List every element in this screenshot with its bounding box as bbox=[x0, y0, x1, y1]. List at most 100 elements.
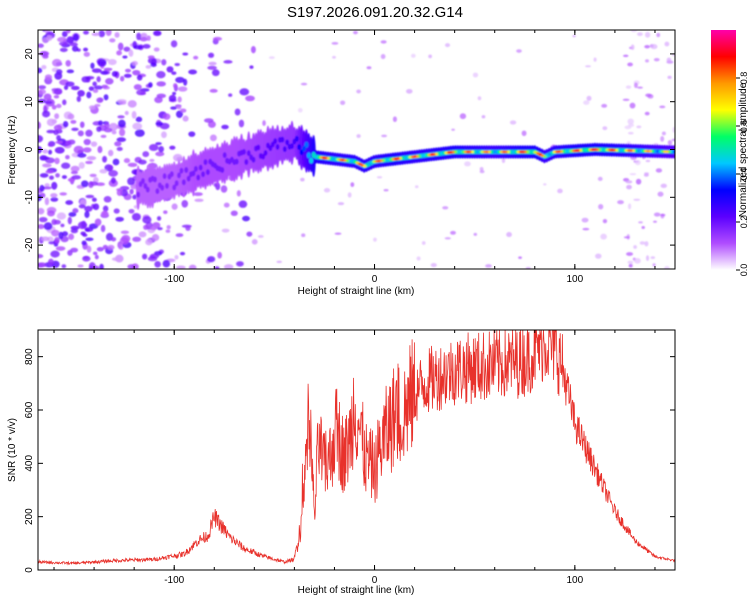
speckle bbox=[102, 210, 108, 217]
speckle bbox=[156, 71, 166, 79]
speckle bbox=[246, 231, 253, 237]
speckle bbox=[598, 203, 604, 210]
speckle bbox=[78, 162, 85, 169]
speckle bbox=[39, 50, 50, 57]
speckle bbox=[666, 57, 672, 63]
speckle bbox=[602, 219, 608, 224]
ridge-band bbox=[196, 174, 201, 181]
speckle bbox=[61, 30, 68, 38]
speckle bbox=[53, 87, 63, 95]
speckle bbox=[472, 72, 479, 78]
speckle bbox=[50, 193, 58, 198]
ridge-band bbox=[282, 146, 287, 153]
speckle bbox=[653, 57, 660, 62]
speckle bbox=[381, 134, 388, 138]
speckle bbox=[56, 212, 67, 220]
speckle bbox=[60, 223, 65, 228]
speckle bbox=[479, 167, 484, 171]
speckle bbox=[481, 115, 486, 119]
ridge-band bbox=[309, 157, 314, 164]
speckle bbox=[652, 263, 656, 267]
speckle bbox=[203, 118, 214, 123]
colorbar-tick-label: 0.0 bbox=[739, 264, 749, 277]
speckle bbox=[132, 236, 142, 242]
speckle bbox=[595, 253, 602, 259]
speckle bbox=[61, 231, 69, 237]
ridge-band bbox=[184, 166, 189, 173]
snr-axes: -100 0 100 0 200 400 600 800 bbox=[24, 330, 675, 586]
speckle bbox=[236, 261, 244, 267]
speckle bbox=[66, 36, 75, 44]
speckle bbox=[90, 62, 95, 69]
speckle bbox=[141, 253, 148, 260]
speckle bbox=[71, 175, 82, 180]
speckle bbox=[644, 241, 649, 247]
speckle bbox=[62, 99, 67, 106]
colorbar-gradient bbox=[711, 30, 736, 270]
speckle bbox=[46, 129, 56, 134]
speckle bbox=[51, 181, 58, 190]
speckle bbox=[93, 85, 103, 90]
speckle bbox=[38, 89, 46, 95]
speckle bbox=[644, 111, 650, 116]
speckle bbox=[98, 30, 106, 38]
speckle bbox=[366, 66, 372, 70]
speckle bbox=[635, 178, 642, 185]
speckle bbox=[170, 106, 178, 110]
speckle bbox=[99, 263, 104, 269]
speckle bbox=[661, 131, 666, 136]
speckle bbox=[67, 216, 72, 225]
speckle bbox=[99, 168, 108, 174]
speckle bbox=[85, 194, 95, 199]
speckle bbox=[40, 236, 50, 242]
speckle bbox=[464, 161, 471, 167]
speckle bbox=[46, 118, 56, 127]
speckle bbox=[660, 183, 667, 189]
speckle bbox=[61, 175, 67, 179]
speckle bbox=[173, 83, 178, 89]
speckle bbox=[134, 129, 145, 137]
ridge-band bbox=[256, 144, 261, 151]
ridge-band bbox=[181, 179, 186, 186]
speckle bbox=[174, 62, 181, 67]
spectrogram-y-tick-label: -10 bbox=[24, 190, 35, 205]
speckle bbox=[450, 230, 456, 235]
speckle bbox=[116, 146, 123, 152]
speckle bbox=[581, 217, 589, 223]
speckle bbox=[236, 190, 241, 197]
speckle bbox=[42, 186, 52, 190]
speckle bbox=[38, 43, 44, 48]
speckle bbox=[655, 168, 663, 173]
speckle bbox=[52, 58, 62, 67]
speckle bbox=[653, 220, 657, 223]
speckle bbox=[209, 134, 217, 142]
ridge-band bbox=[155, 188, 160, 195]
speckle bbox=[38, 254, 44, 259]
speckle bbox=[142, 151, 150, 158]
speckle bbox=[69, 42, 78, 47]
speckle bbox=[166, 225, 171, 230]
speckle bbox=[59, 47, 68, 53]
speckle bbox=[38, 85, 47, 90]
speckle bbox=[96, 97, 104, 103]
speckle bbox=[84, 205, 93, 212]
speckle bbox=[209, 88, 218, 93]
speckle bbox=[636, 125, 642, 129]
speckle bbox=[41, 64, 47, 70]
speckle bbox=[138, 159, 147, 165]
speckle bbox=[86, 245, 92, 253]
speckle bbox=[156, 93, 167, 99]
speckle bbox=[42, 149, 48, 154]
speckle bbox=[175, 76, 185, 83]
speckle bbox=[177, 86, 188, 92]
snr-y-tick-label: 0 bbox=[24, 567, 35, 573]
speckle bbox=[65, 59, 71, 67]
speckle bbox=[108, 149, 114, 157]
speckle bbox=[650, 44, 658, 50]
speckle bbox=[585, 65, 591, 68]
speckle bbox=[38, 67, 43, 74]
ridge-band bbox=[302, 145, 307, 152]
ridge-band bbox=[165, 182, 170, 189]
speckle bbox=[62, 120, 69, 128]
